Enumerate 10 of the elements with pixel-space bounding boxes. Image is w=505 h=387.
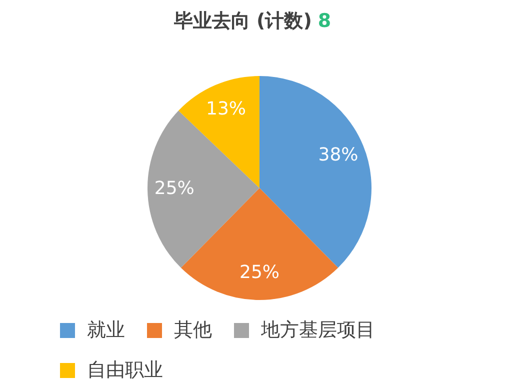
legend-label: 其他 — [174, 318, 212, 343]
chart-title: 毕业去向 (计数) — [174, 10, 312, 32]
legend-label: 地方基层项目 — [261, 318, 375, 343]
data-label: 25% — [239, 262, 280, 283]
data-label: 25% — [154, 178, 194, 199]
chart-subtitle: 8 — [318, 10, 332, 32]
legend-label: 就业 — [87, 318, 125, 343]
data-label: 13% — [206, 98, 246, 120]
data-label: 38% — [318, 144, 358, 166]
legend-label: 自由职业 — [87, 358, 163, 383]
